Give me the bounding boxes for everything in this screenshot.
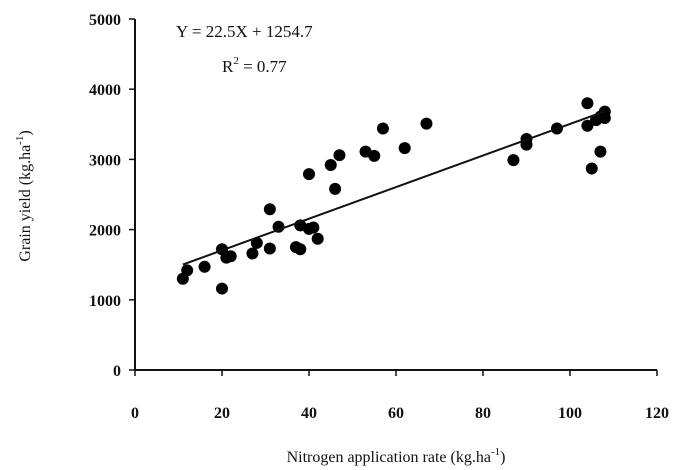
- x-tick-label: 60: [388, 405, 404, 422]
- data-point: [376, 122, 389, 135]
- x-tick-label: 120: [645, 405, 669, 422]
- regression-line: [182, 110, 606, 266]
- y-axis-title: Grain yield (kg.ha-1): [14, 130, 34, 261]
- r-squared-label: R2 = 0.77: [222, 55, 287, 76]
- data-point: [324, 159, 337, 172]
- x-tick-label: 100: [558, 405, 582, 422]
- x-axis-title: Nitrogen application rate (kg.ha-1): [287, 446, 506, 466]
- data-point: [398, 142, 411, 155]
- data-point: [263, 203, 276, 216]
- x-tick-label: 40: [301, 405, 317, 422]
- data-point: [198, 260, 211, 273]
- data-points: [176, 97, 611, 295]
- x-tick-label: 0: [131, 405, 139, 422]
- data-point: [594, 145, 607, 158]
- x-axis-ticks: 0 20 40 60 80 100 120: [131, 370, 669, 422]
- data-point: [585, 162, 598, 175]
- y-tick-label: 5000: [89, 12, 121, 29]
- data-point: [250, 236, 263, 249]
- data-point: [307, 221, 320, 234]
- data-point: [216, 282, 228, 295]
- data-point: [368, 149, 381, 162]
- data-point: [303, 168, 315, 181]
- data-point: [181, 264, 194, 277]
- data-point: [263, 242, 276, 255]
- y-tick-label: 3000: [89, 152, 121, 169]
- x-tick-label: 80: [475, 405, 491, 422]
- data-point: [581, 97, 594, 110]
- data-point: [294, 243, 307, 256]
- data-point: [420, 117, 433, 130]
- x-tick-label: 20: [214, 405, 230, 422]
- data-point: [246, 247, 259, 260]
- data-point: [272, 220, 285, 233]
- data-point: [333, 149, 346, 162]
- data-point: [224, 250, 237, 263]
- data-point: [507, 154, 520, 167]
- data-point: [329, 182, 342, 195]
- data-point: [311, 232, 324, 245]
- y-tick-label: 1000: [89, 293, 121, 310]
- data-point: [581, 119, 594, 132]
- regression-equation: Y = 22.5X + 1254.7: [176, 22, 313, 41]
- y-tick-label: 2000: [89, 223, 121, 240]
- y-tick-label: 4000: [89, 82, 121, 99]
- y-axis-ticks: 0 1000 2000 3000 4000 5000: [89, 12, 135, 380]
- y-tick-label: 0: [113, 363, 121, 380]
